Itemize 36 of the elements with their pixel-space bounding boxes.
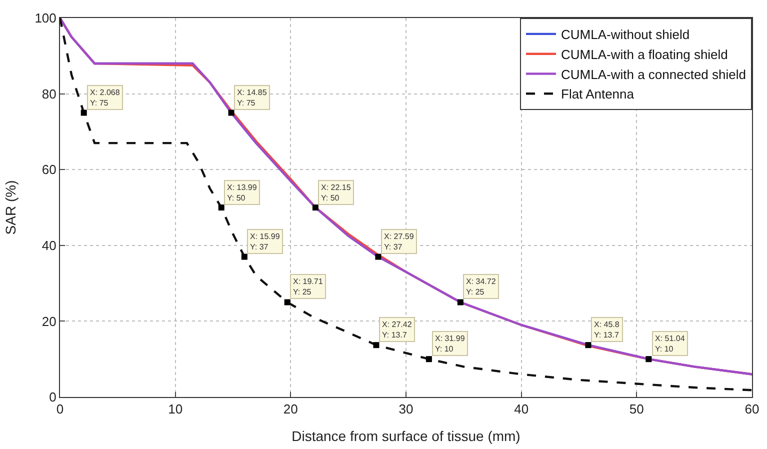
y-tick-label: 0 bbox=[49, 390, 56, 405]
y-tick-label: 20 bbox=[42, 314, 56, 329]
x-tick-label: 50 bbox=[629, 402, 644, 417]
point bbox=[373, 342, 380, 348]
legend-label: Flat Antenna bbox=[561, 86, 635, 102]
legend-label: CUMLA-without shield bbox=[561, 27, 690, 42]
x-tick-label: 60 bbox=[744, 402, 760, 417]
point bbox=[218, 204, 224, 210]
point bbox=[426, 356, 432, 362]
annotation: X: 2.068 Y: 75 bbox=[90, 88, 120, 108]
annotation: X: 13.99 Y: 50 bbox=[227, 183, 258, 202]
annotation: X: 31.99 Y: 10 bbox=[435, 334, 466, 354]
annotation: X: 15.99 Y: 37 bbox=[250, 232, 280, 252]
annotation: X: 14.85 Y: 75 bbox=[237, 88, 268, 108]
point bbox=[80, 110, 87, 116]
y-tick-label: 60 bbox=[42, 162, 56, 178]
annotation: X: 27.42 Y: 13.7 bbox=[382, 320, 412, 340]
point bbox=[241, 254, 248, 260]
y-axis-title: SAR (%) bbox=[2, 180, 18, 235]
x-tick-label: 20 bbox=[283, 402, 298, 417]
y-tick-label: 100 bbox=[34, 10, 56, 26]
annotation: X: 45.8 Y: 13.7 bbox=[594, 320, 620, 340]
annotation: X: 34.72 Y: 25 bbox=[466, 277, 496, 296]
x-tick-label: 30 bbox=[398, 402, 414, 417]
x-axis-title: Distance from surface of tissue (mm) bbox=[292, 428, 520, 444]
annotation: X: 22.15 Y: 50 bbox=[321, 183, 352, 202]
x-tick-label: 10 bbox=[168, 402, 183, 417]
annotation: X: 19.71 Y: 25 bbox=[293, 277, 324, 296]
y-tick-label: 80 bbox=[42, 86, 56, 102]
y-tick-label: 40 bbox=[42, 238, 56, 253]
annotation: X: 27.59 Y: 37 bbox=[384, 232, 414, 252]
legend-label: CUMLA-with a connected shield bbox=[561, 66, 746, 82]
x-tick-label: 40 bbox=[514, 402, 529, 417]
point bbox=[284, 299, 290, 306]
annotation: X: 51.04 Y: 10 bbox=[655, 334, 686, 354]
legend-label: CUMLA-with a floating shield bbox=[561, 46, 728, 62]
